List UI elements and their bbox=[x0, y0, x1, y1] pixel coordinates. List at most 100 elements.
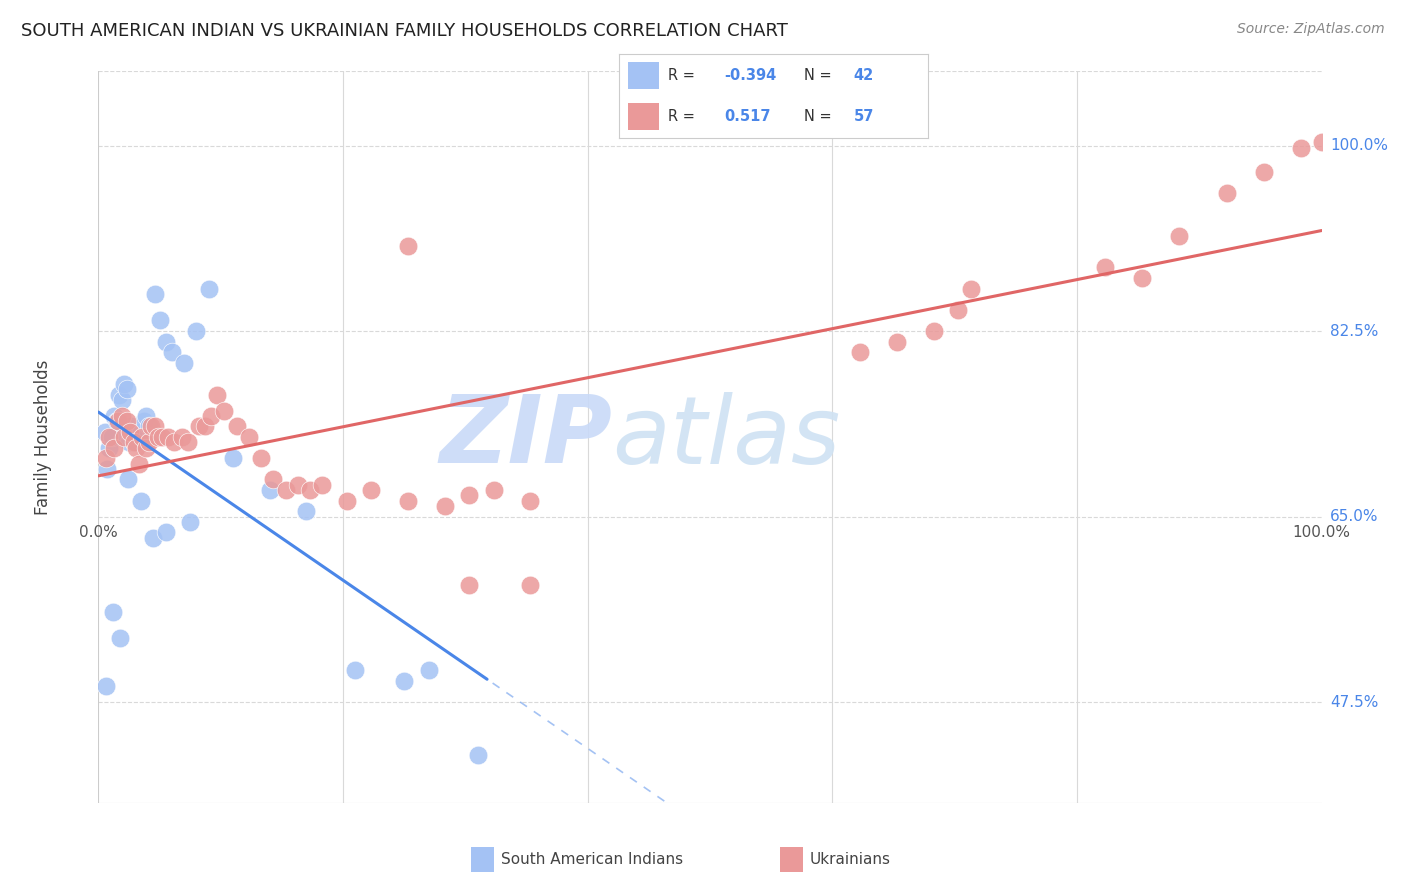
Point bbox=[458, 578, 481, 592]
Point bbox=[111, 392, 134, 407]
Text: 0.517: 0.517 bbox=[724, 109, 770, 124]
Point bbox=[122, 435, 145, 450]
Point bbox=[149, 313, 172, 327]
Point bbox=[467, 748, 489, 763]
Point bbox=[112, 377, 135, 392]
Text: 65.0%: 65.0% bbox=[1330, 509, 1378, 524]
Point bbox=[262, 473, 284, 487]
Point bbox=[96, 462, 118, 476]
Point bbox=[886, 334, 908, 349]
Point bbox=[101, 430, 124, 444]
Text: Family Households: Family Households bbox=[34, 359, 52, 515]
Point bbox=[336, 493, 359, 508]
Point bbox=[396, 239, 419, 253]
Point bbox=[205, 387, 228, 401]
Point bbox=[344, 663, 367, 677]
Point bbox=[225, 419, 247, 434]
Point bbox=[922, 324, 945, 338]
Point bbox=[120, 419, 142, 434]
Point bbox=[1216, 186, 1239, 201]
Point bbox=[458, 488, 481, 502]
Point bbox=[135, 409, 157, 423]
Point bbox=[194, 419, 217, 434]
Point bbox=[1310, 136, 1333, 150]
Point bbox=[107, 414, 129, 428]
Point bbox=[135, 441, 157, 455]
Point bbox=[849, 345, 872, 359]
Point bbox=[148, 430, 170, 444]
Point bbox=[142, 531, 165, 545]
Point bbox=[138, 435, 160, 450]
Text: 42: 42 bbox=[853, 68, 875, 83]
Point bbox=[295, 504, 318, 518]
Point bbox=[177, 435, 200, 450]
Point bbox=[118, 435, 141, 450]
Point bbox=[128, 425, 150, 439]
Text: atlas: atlas bbox=[612, 392, 841, 483]
Point bbox=[173, 356, 195, 370]
Point bbox=[129, 425, 152, 439]
Text: N =: N = bbox=[804, 109, 837, 124]
Point bbox=[200, 409, 222, 423]
FancyBboxPatch shape bbox=[628, 103, 659, 130]
Point bbox=[160, 345, 183, 359]
Point bbox=[222, 451, 245, 466]
Point bbox=[94, 451, 117, 466]
Point bbox=[519, 493, 541, 508]
Point bbox=[143, 419, 166, 434]
Point bbox=[132, 414, 155, 428]
Text: Source: ZipAtlas.com: Source: ZipAtlas.com bbox=[1237, 22, 1385, 37]
Point bbox=[129, 493, 152, 508]
Point bbox=[110, 632, 132, 646]
Point bbox=[143, 287, 166, 301]
Point bbox=[1130, 271, 1153, 285]
Point bbox=[120, 425, 142, 439]
Point bbox=[93, 425, 115, 439]
Point bbox=[115, 414, 138, 428]
Point bbox=[287, 477, 309, 491]
Point bbox=[155, 525, 177, 540]
Point bbox=[125, 441, 148, 455]
Text: 0.0%: 0.0% bbox=[79, 524, 118, 540]
Point bbox=[1289, 141, 1312, 155]
Point bbox=[259, 483, 281, 497]
Point bbox=[131, 430, 153, 444]
Text: R =: R = bbox=[668, 68, 700, 83]
Point bbox=[111, 409, 134, 423]
Point bbox=[250, 451, 273, 466]
Point bbox=[519, 578, 541, 592]
Point bbox=[392, 673, 416, 688]
Text: R =: R = bbox=[668, 109, 700, 124]
Point bbox=[94, 679, 117, 693]
Text: SOUTH AMERICAN INDIAN VS UKRAINIAN FAMILY HOUSEHOLDS CORRELATION CHART: SOUTH AMERICAN INDIAN VS UKRAINIAN FAMIL… bbox=[21, 22, 787, 40]
Text: ZIP: ZIP bbox=[439, 391, 612, 483]
Point bbox=[115, 383, 138, 397]
Point bbox=[187, 419, 209, 434]
Point bbox=[238, 430, 260, 444]
Point bbox=[396, 493, 419, 508]
Point bbox=[103, 409, 125, 423]
Text: 57: 57 bbox=[853, 109, 875, 124]
Point bbox=[948, 302, 970, 317]
Point bbox=[157, 430, 180, 444]
Text: N =: N = bbox=[804, 68, 837, 83]
Point bbox=[1094, 260, 1116, 275]
Point bbox=[274, 483, 297, 497]
Point bbox=[122, 435, 145, 450]
Point bbox=[101, 605, 124, 619]
Text: 100.0%: 100.0% bbox=[1330, 138, 1388, 153]
Point bbox=[179, 515, 201, 529]
Point bbox=[1167, 228, 1189, 243]
Text: 100.0%: 100.0% bbox=[1292, 524, 1351, 540]
Point bbox=[139, 419, 162, 434]
Point bbox=[186, 324, 208, 338]
Point bbox=[1253, 165, 1275, 179]
Point bbox=[482, 483, 505, 497]
Point bbox=[125, 435, 148, 450]
Point bbox=[311, 477, 333, 491]
Text: -0.394: -0.394 bbox=[724, 68, 776, 83]
Point bbox=[98, 430, 121, 444]
Text: South American Indians: South American Indians bbox=[501, 853, 683, 867]
Point bbox=[433, 499, 456, 513]
Point bbox=[138, 419, 160, 434]
